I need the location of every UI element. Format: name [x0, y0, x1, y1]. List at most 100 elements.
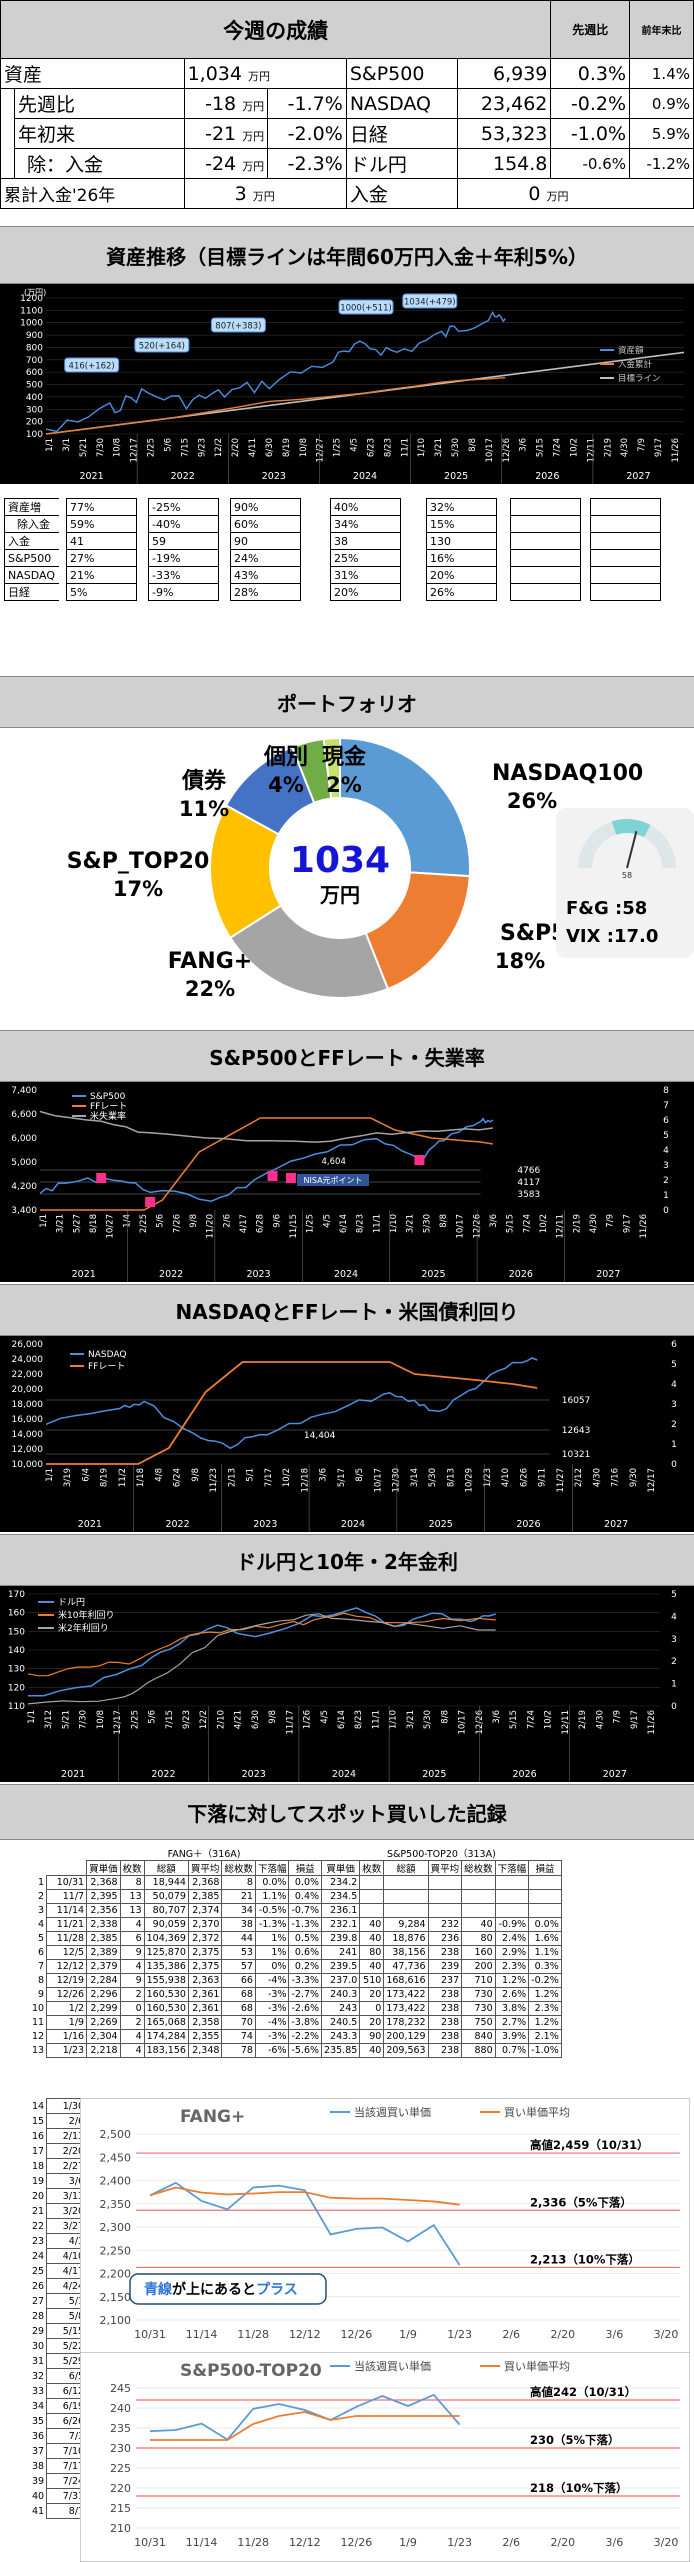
spot-cell: 160: [461, 1945, 496, 1960]
ref-label-high: 高値242（10/31）: [530, 2385, 636, 2399]
spot-cell: 2.4%: [494, 1931, 530, 1946]
table-row: 3 11/14 2,356 13 80,707 2,374 34 -0.5% -0.7% 236.…: [30, 1903, 562, 1918]
spot-cell: 7: [38, 1961, 45, 1972]
year-label: 2024: [341, 1519, 365, 1530]
spot-cell: -3%: [254, 2029, 290, 2044]
col-header: 総額: [143, 1860, 189, 1876]
stats-cell: -19%: [148, 549, 219, 567]
spot-cell: 243.3: [321, 2029, 361, 2044]
y2-tick-label: 7: [663, 1101, 669, 1111]
spot-cell: [383, 1903, 429, 1918]
x-tick-label: 2/12: [574, 1468, 584, 1487]
x-tick-label: 9/8: [191, 1468, 201, 1482]
spot-cell: 239.8: [321, 1931, 361, 1946]
year-label: 2025: [422, 1769, 446, 1780]
spot-cell: 3.9%: [494, 2029, 530, 2044]
spot-cell: 18: [32, 2160, 45, 2172]
spot-cell: 840: [461, 2029, 496, 2044]
table-row: 26 4/24: [30, 2278, 88, 2294]
spot-cell: -3%: [254, 1987, 290, 2002]
spot-cell: 0.3%: [528, 1959, 562, 1974]
y-tick-label: 6,000: [11, 1134, 37, 1144]
x-tick-label: 8/19: [100, 1468, 110, 1487]
year-label: 2021: [72, 1269, 96, 1280]
year-label: 2024: [353, 471, 377, 482]
year-label: 2026: [509, 1269, 533, 1280]
table-row: 24 4/10: [30, 2248, 88, 2264]
us2y-line: [27, 1613, 496, 1705]
x-tick-label: 2/25: [139, 1214, 149, 1233]
spot-cell: 22: [32, 2220, 45, 2232]
spot-cell: 40: [359, 1917, 385, 1932]
unemployment-line: [39, 1110, 494, 1143]
spacer-cell: [30, 1861, 47, 1876]
x-tick-label: 10/31: [134, 2328, 166, 2341]
table-row: 33 6/12: [30, 2383, 88, 2399]
table-row: 18 2/27: [30, 2158, 88, 2174]
idx-1-week: -0.2%: [550, 88, 631, 119]
spot-cell: -3.3%: [288, 1973, 323, 1988]
stats-cell: [510, 566, 581, 584]
y-tick-label: 110: [8, 1702, 25, 1712]
y2-tick-label: 4: [671, 1612, 677, 1622]
spot-cell: 68: [221, 2001, 256, 2016]
spot-cell: 2,218: [86, 2043, 121, 2058]
spot-cell: 80: [461, 1931, 496, 1946]
spot-cell: 11/21: [46, 1917, 88, 1932]
x-tick-label: 11/27: [556, 1468, 566, 1493]
x-tick-label: 1/9: [399, 2328, 417, 2341]
spot-cell: 4: [119, 1917, 145, 1932]
spot-cell: 2,284: [86, 1973, 121, 1988]
spot-cell: 1.6%: [528, 1931, 562, 1946]
idx-1-ytd: 0.9%: [629, 88, 694, 119]
x-tick-label: 11/26: [639, 1214, 649, 1239]
low-label: 4,604: [322, 1157, 346, 1167]
spot-cell: 2,363: [187, 1973, 223, 1988]
stats-label-column: 資産増 除入金 入金 S&P500 NASDAQ 日経: [4, 498, 59, 601]
spot-cell: 0.0%: [528, 1917, 562, 1932]
annotation-label: 1000(+511): [340, 304, 392, 314]
stats-cell: 59%: [66, 515, 137, 533]
year-label: 2021: [61, 1769, 85, 1780]
spot-cell: 11: [32, 2017, 45, 2028]
y2-tick-label: 3: [663, 1161, 669, 1171]
slice-name-label: 債券: [181, 768, 227, 794]
x-tick-label: 2/19: [603, 438, 613, 457]
spot-cell: 1.1%: [254, 1889, 290, 1904]
stats-row-label: 入金: [4, 532, 59, 550]
x-tick-label: 2/6: [502, 2328, 520, 2341]
stats-cell: 41: [66, 532, 137, 550]
spot-cell: 2,385: [187, 1889, 223, 1904]
spot-cell: 2,269: [86, 2015, 121, 2030]
x-tick-label: 11/14: [186, 2328, 218, 2341]
year-label: 2023: [262, 471, 286, 482]
y-tick-label: 225: [110, 2462, 131, 2475]
spot-cell: 240.3: [321, 1987, 361, 2002]
stats-row-label: 除入金: [4, 515, 59, 533]
portfolio-unit: 万円: [319, 883, 360, 907]
spot-cell: 44: [221, 1931, 256, 1946]
x-tick-label: 8/8: [468, 438, 478, 452]
x-tick-label: 12/11: [561, 1710, 571, 1735]
x-tick-label: 3/6: [606, 2328, 624, 2341]
year-label: 2026: [512, 1769, 536, 1780]
spot-cell: 239.5: [321, 1959, 361, 1974]
table-row: 16 2/13: [30, 2128, 88, 2144]
x-tick-label: 11/14: [186, 2536, 218, 2549]
annotation-box: [64, 357, 120, 373]
spot-cell: 0.2%: [288, 1959, 323, 1974]
idx-1-value: 23,462: [457, 88, 552, 119]
stats-cell: [510, 583, 581, 601]
ytd-label: 年初来: [14, 118, 185, 149]
spot-cell: 2,395: [86, 1889, 121, 1904]
y-tick-label: 200: [26, 418, 43, 428]
spot-cell: 1.2%: [528, 2015, 562, 2030]
stats-cell: 40%: [330, 498, 401, 516]
x-tick-label: 9/8: [189, 1214, 199, 1228]
stats-cell: -33%: [148, 566, 219, 584]
ref-label: 4766: [517, 1166, 540, 1176]
spot-cell: 11/7: [46, 1889, 88, 1904]
spot-cell: 1.2%: [494, 1973, 530, 1988]
x-tick-label: 9/11: [538, 1468, 548, 1487]
y-tick-label: 100: [26, 430, 43, 440]
